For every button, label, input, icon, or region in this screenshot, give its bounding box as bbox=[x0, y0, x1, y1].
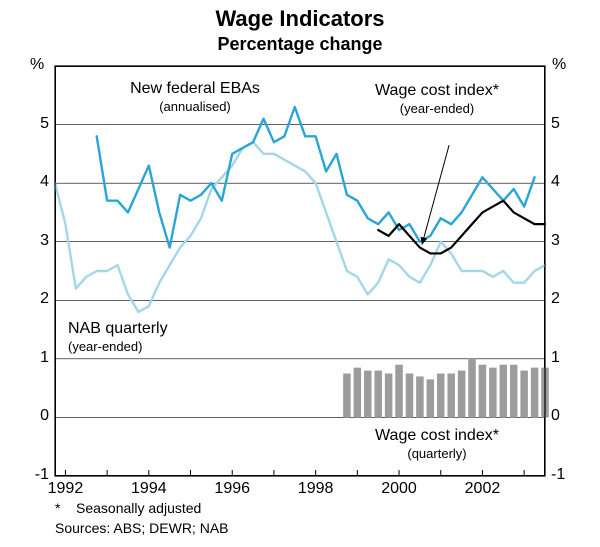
plot-svg bbox=[0, 0, 600, 547]
bar-wci-quarterly bbox=[385, 374, 393, 418]
bar-wci-quarterly bbox=[364, 371, 372, 418]
chart-container: Wage Indicators Percentage change % % -1… bbox=[0, 0, 600, 547]
bar-wci-quarterly bbox=[520, 371, 528, 418]
bar-wci-quarterly bbox=[500, 365, 508, 418]
bar-wci-quarterly bbox=[479, 365, 487, 418]
bar-wci-quarterly bbox=[458, 371, 466, 418]
bar-wci-quarterly bbox=[343, 374, 351, 418]
bar-wci-quarterly bbox=[427, 379, 435, 417]
bar-wci-quarterly bbox=[374, 371, 382, 418]
bar-wci-quarterly bbox=[395, 365, 403, 418]
annotation-arrow-line bbox=[422, 145, 449, 245]
bar-wci-quarterly bbox=[406, 374, 414, 418]
bar-wci-quarterly bbox=[510, 365, 518, 418]
line-nab-quarterly bbox=[55, 142, 545, 312]
bar-wci-quarterly bbox=[489, 368, 497, 418]
bar-wci-quarterly bbox=[531, 368, 539, 418]
bar-wci-quarterly bbox=[416, 376, 424, 417]
bar-wci-quarterly bbox=[437, 374, 445, 418]
bar-wci-quarterly bbox=[447, 374, 455, 418]
bar-wci-quarterly bbox=[468, 359, 476, 418]
bar-wci-quarterly bbox=[354, 368, 362, 418]
